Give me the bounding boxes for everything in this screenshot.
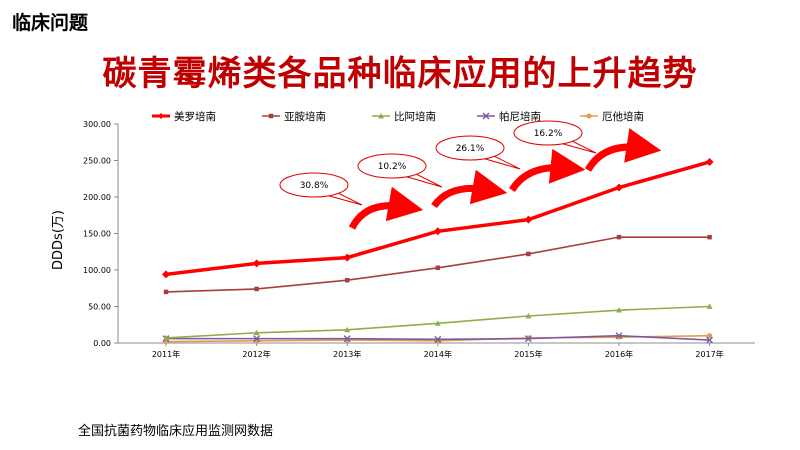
- data-point: [526, 251, 531, 257]
- x-tick-label: 2012年: [242, 349, 270, 359]
- y-tick-label: 50.00: [88, 303, 111, 312]
- data-point: [525, 312, 532, 319]
- legend-label: 厄他培南: [602, 110, 644, 123]
- growth-arrow: [348, 186, 424, 230]
- legend-marker: [268, 113, 274, 119]
- data-point: [705, 157, 714, 166]
- data-point: [343, 253, 352, 262]
- annotation-bubble: [435, 135, 505, 161]
- data-point: [434, 335, 442, 343]
- x-tick-label: 2015年: [514, 349, 542, 359]
- data-point: [343, 335, 351, 343]
- data-point: [253, 329, 260, 336]
- y-tick-label: 150.00: [83, 230, 111, 239]
- growth-arrow: [584, 128, 662, 172]
- legend-label: 帕尼培南: [499, 110, 541, 123]
- legend-label: 亚胺培南: [284, 110, 326, 123]
- data-point: [616, 234, 622, 240]
- legend-marker: [586, 113, 592, 119]
- data-point: [707, 234, 712, 240]
- data-point: [615, 183, 623, 192]
- data-point: [162, 270, 170, 279]
- growth-arrow: [431, 169, 508, 209]
- data-point: [524, 215, 533, 224]
- section-label: 临床问题: [12, 12, 89, 34]
- series-line-1: [165, 160, 711, 277]
- data-point: [524, 335, 532, 343]
- y-axis-title: DDDs(万): [51, 210, 66, 270]
- data-point: [433, 227, 442, 236]
- x-tick-label: 2011年: [152, 349, 180, 359]
- slide-title: 碳青霉烯类各品种临床应用的上升趋势: [102, 54, 698, 94]
- data-point: [344, 277, 350, 283]
- y-tick-label: 200.00: [83, 193, 111, 202]
- data-point: [163, 289, 169, 295]
- x-tick-label: 2014年: [424, 349, 452, 359]
- growth-arrow: [509, 148, 586, 192]
- annotation-label: 26.1%: [456, 144, 485, 154]
- legend-marker: [158, 113, 164, 119]
- data-point: [435, 265, 441, 271]
- annotation-bubble: [279, 172, 349, 198]
- data-point: [707, 333, 713, 339]
- data-point: [615, 332, 623, 340]
- legend-marker: [482, 112, 490, 120]
- legend-marker: [378, 113, 384, 119]
- x-tick-label: 2013年: [333, 349, 361, 359]
- legend-label: 美罗培南: [174, 110, 216, 123]
- data-point: [706, 303, 713, 309]
- data-point: [706, 336, 714, 344]
- data-point: [254, 286, 259, 292]
- annotation-bubble: [357, 153, 427, 179]
- y-tick-label: 0.00: [93, 339, 111, 348]
- x-tick-label: 2016年: [605, 349, 633, 359]
- annotation-label: 16.2%: [534, 129, 563, 139]
- x-tick-label: 2017年: [695, 349, 723, 359]
- annotation-label: 10.2%: [378, 162, 407, 172]
- y-tick-label: 100.00: [83, 266, 111, 275]
- source-note: 全国抗菌药物临床应用监测网数据: [78, 424, 274, 439]
- y-tick-label: 250.00: [83, 157, 111, 166]
- data-point: [163, 334, 169, 341]
- annotation-bubble: [513, 120, 583, 146]
- annotation-label: 30.8%: [300, 181, 329, 191]
- data-point: [344, 326, 351, 333]
- data-point: [252, 259, 261, 268]
- data-point: [616, 307, 622, 313]
- data-point: [434, 320, 441, 326]
- y-tick-label: 300.00: [83, 120, 111, 129]
- data-point: [253, 335, 261, 343]
- legend-label: 比阿培南: [394, 110, 436, 123]
